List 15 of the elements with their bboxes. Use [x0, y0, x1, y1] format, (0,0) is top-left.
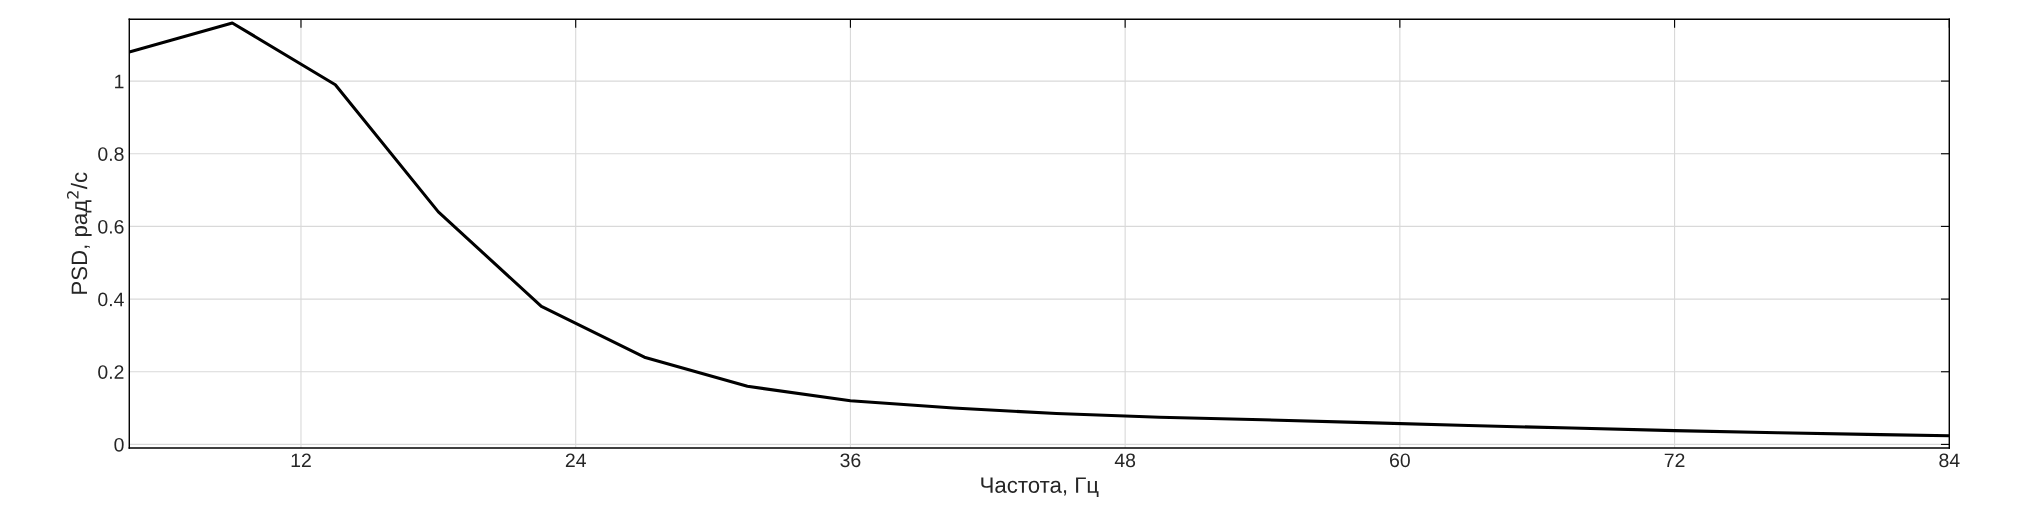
- x-tick-label: 24: [565, 453, 586, 467]
- x-axis-title: Частота, Гц: [981, 477, 1099, 498]
- x-tick-label: 36: [840, 453, 861, 468]
- y-axis-title: PSD, рад$^{2}$/с: [66, 172, 92, 294]
- y-tick-label: 0.2: [98, 365, 124, 379]
- x-tick-label: 60: [1390, 453, 1410, 468]
- y-tick-label: 0.8: [98, 147, 124, 161]
- y-tick-label: 1: [115, 74, 124, 89]
- x-tick-label: 12: [291, 453, 311, 467]
- x-tick-label: 72: [1664, 453, 1685, 467]
- x-tick-label: 48: [1114, 453, 1136, 468]
- y-tick-label: 0: [114, 437, 124, 452]
- x-tick-label: 84: [1939, 453, 1960, 468]
- y-tick-label: 0.6: [98, 219, 124, 234]
- y-tick-label: 0.4: [98, 292, 124, 307]
